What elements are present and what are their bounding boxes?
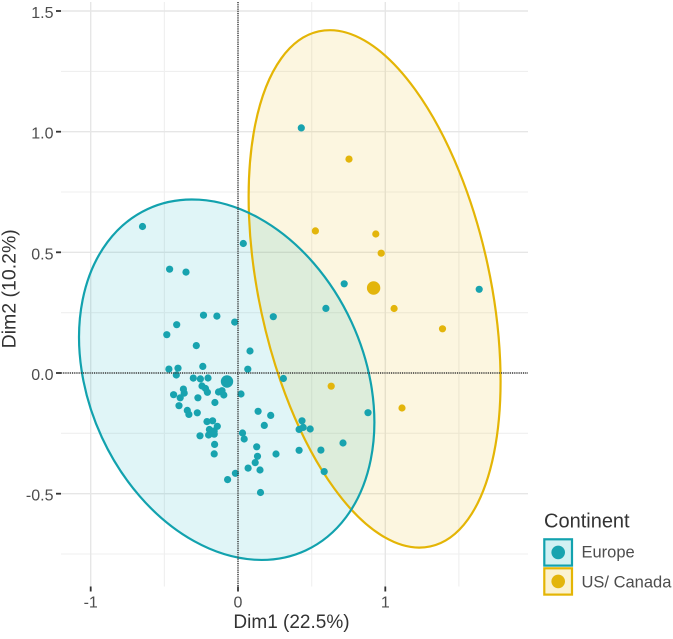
svg-text:-0.5: -0.5 (26, 488, 54, 505)
svg-text:1: 1 (381, 595, 390, 612)
svg-text:0.5: 0.5 (31, 246, 53, 263)
svg-text:Europe: Europe (582, 544, 635, 562)
svg-text:Dim2 (10.2%): Dim2 (10.2%) (0, 229, 21, 348)
svg-text:Dim1 (22.5%): Dim1 (22.5%) (233, 612, 349, 633)
svg-text:0.0: 0.0 (31, 367, 53, 384)
svg-text:Continent: Continent (544, 511, 630, 533)
svg-text:1.5: 1.5 (31, 5, 53, 22)
svg-text:US/ Canada: US/ Canada (582, 574, 673, 592)
svg-text:0: 0 (234, 595, 243, 612)
svg-text:-1: -1 (84, 595, 98, 612)
svg-text:1.0: 1.0 (31, 126, 53, 143)
